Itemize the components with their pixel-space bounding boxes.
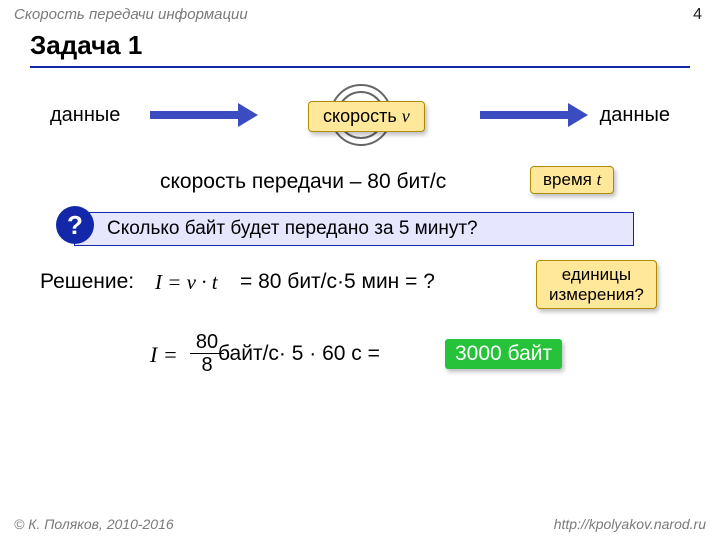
I-equals: I = bbox=[150, 342, 178, 368]
units-line1: единицы bbox=[562, 265, 631, 284]
time-label-text: время bbox=[543, 170, 597, 189]
rate-text: скорость передачи – 80 бит/с bbox=[160, 170, 446, 194]
topic-label: Скорость передачи информации bbox=[14, 6, 248, 23]
answer-badge: 3000 байт bbox=[445, 339, 562, 369]
units-badge: единицы измерения? bbox=[536, 260, 657, 309]
time-variable: t bbox=[597, 170, 602, 189]
eq1-text: = 80 бит/с·5 мин = ? bbox=[240, 270, 435, 294]
solution-label: Решение: bbox=[40, 270, 134, 294]
footer-url: http://kpolyakov.narod.ru bbox=[554, 516, 706, 532]
footer-copyright: © К. Поляков, 2010-2016 bbox=[14, 516, 174, 532]
data-source-label: данные bbox=[50, 104, 120, 127]
calculation-row: I = 80 8 байт/с· 5 · 60 с = 3000 байт bbox=[150, 332, 570, 380]
arrow-head-icon bbox=[568, 103, 588, 127]
speed-badge: скорость v bbox=[308, 101, 425, 132]
transmission-diagram: данные скорость v данные bbox=[40, 86, 680, 156]
after-fraction-text: байт/с· 5 · 60 с = bbox=[218, 342, 380, 366]
arrow-head-icon bbox=[238, 103, 258, 127]
title-rule bbox=[30, 66, 690, 68]
slide-title: Задача 1 bbox=[30, 30, 142, 61]
arrow-icon bbox=[480, 111, 570, 119]
units-line2: измерения? bbox=[549, 285, 644, 304]
question-text: Сколько байт будет передано за 5 минут? bbox=[107, 218, 478, 239]
speed-variable: v bbox=[402, 106, 410, 126]
page-number: 4 bbox=[693, 6, 702, 24]
time-badge: время t bbox=[530, 166, 614, 194]
data-dest-label: данные bbox=[600, 104, 670, 127]
formula-ivt: I = v · t bbox=[155, 270, 218, 295]
arrow-icon bbox=[150, 111, 240, 119]
question-mark-icon: ? bbox=[56, 206, 94, 244]
question-box: Сколько байт будет передано за 5 минут? bbox=[74, 212, 634, 246]
speed-label-text: скорость bbox=[323, 106, 402, 126]
